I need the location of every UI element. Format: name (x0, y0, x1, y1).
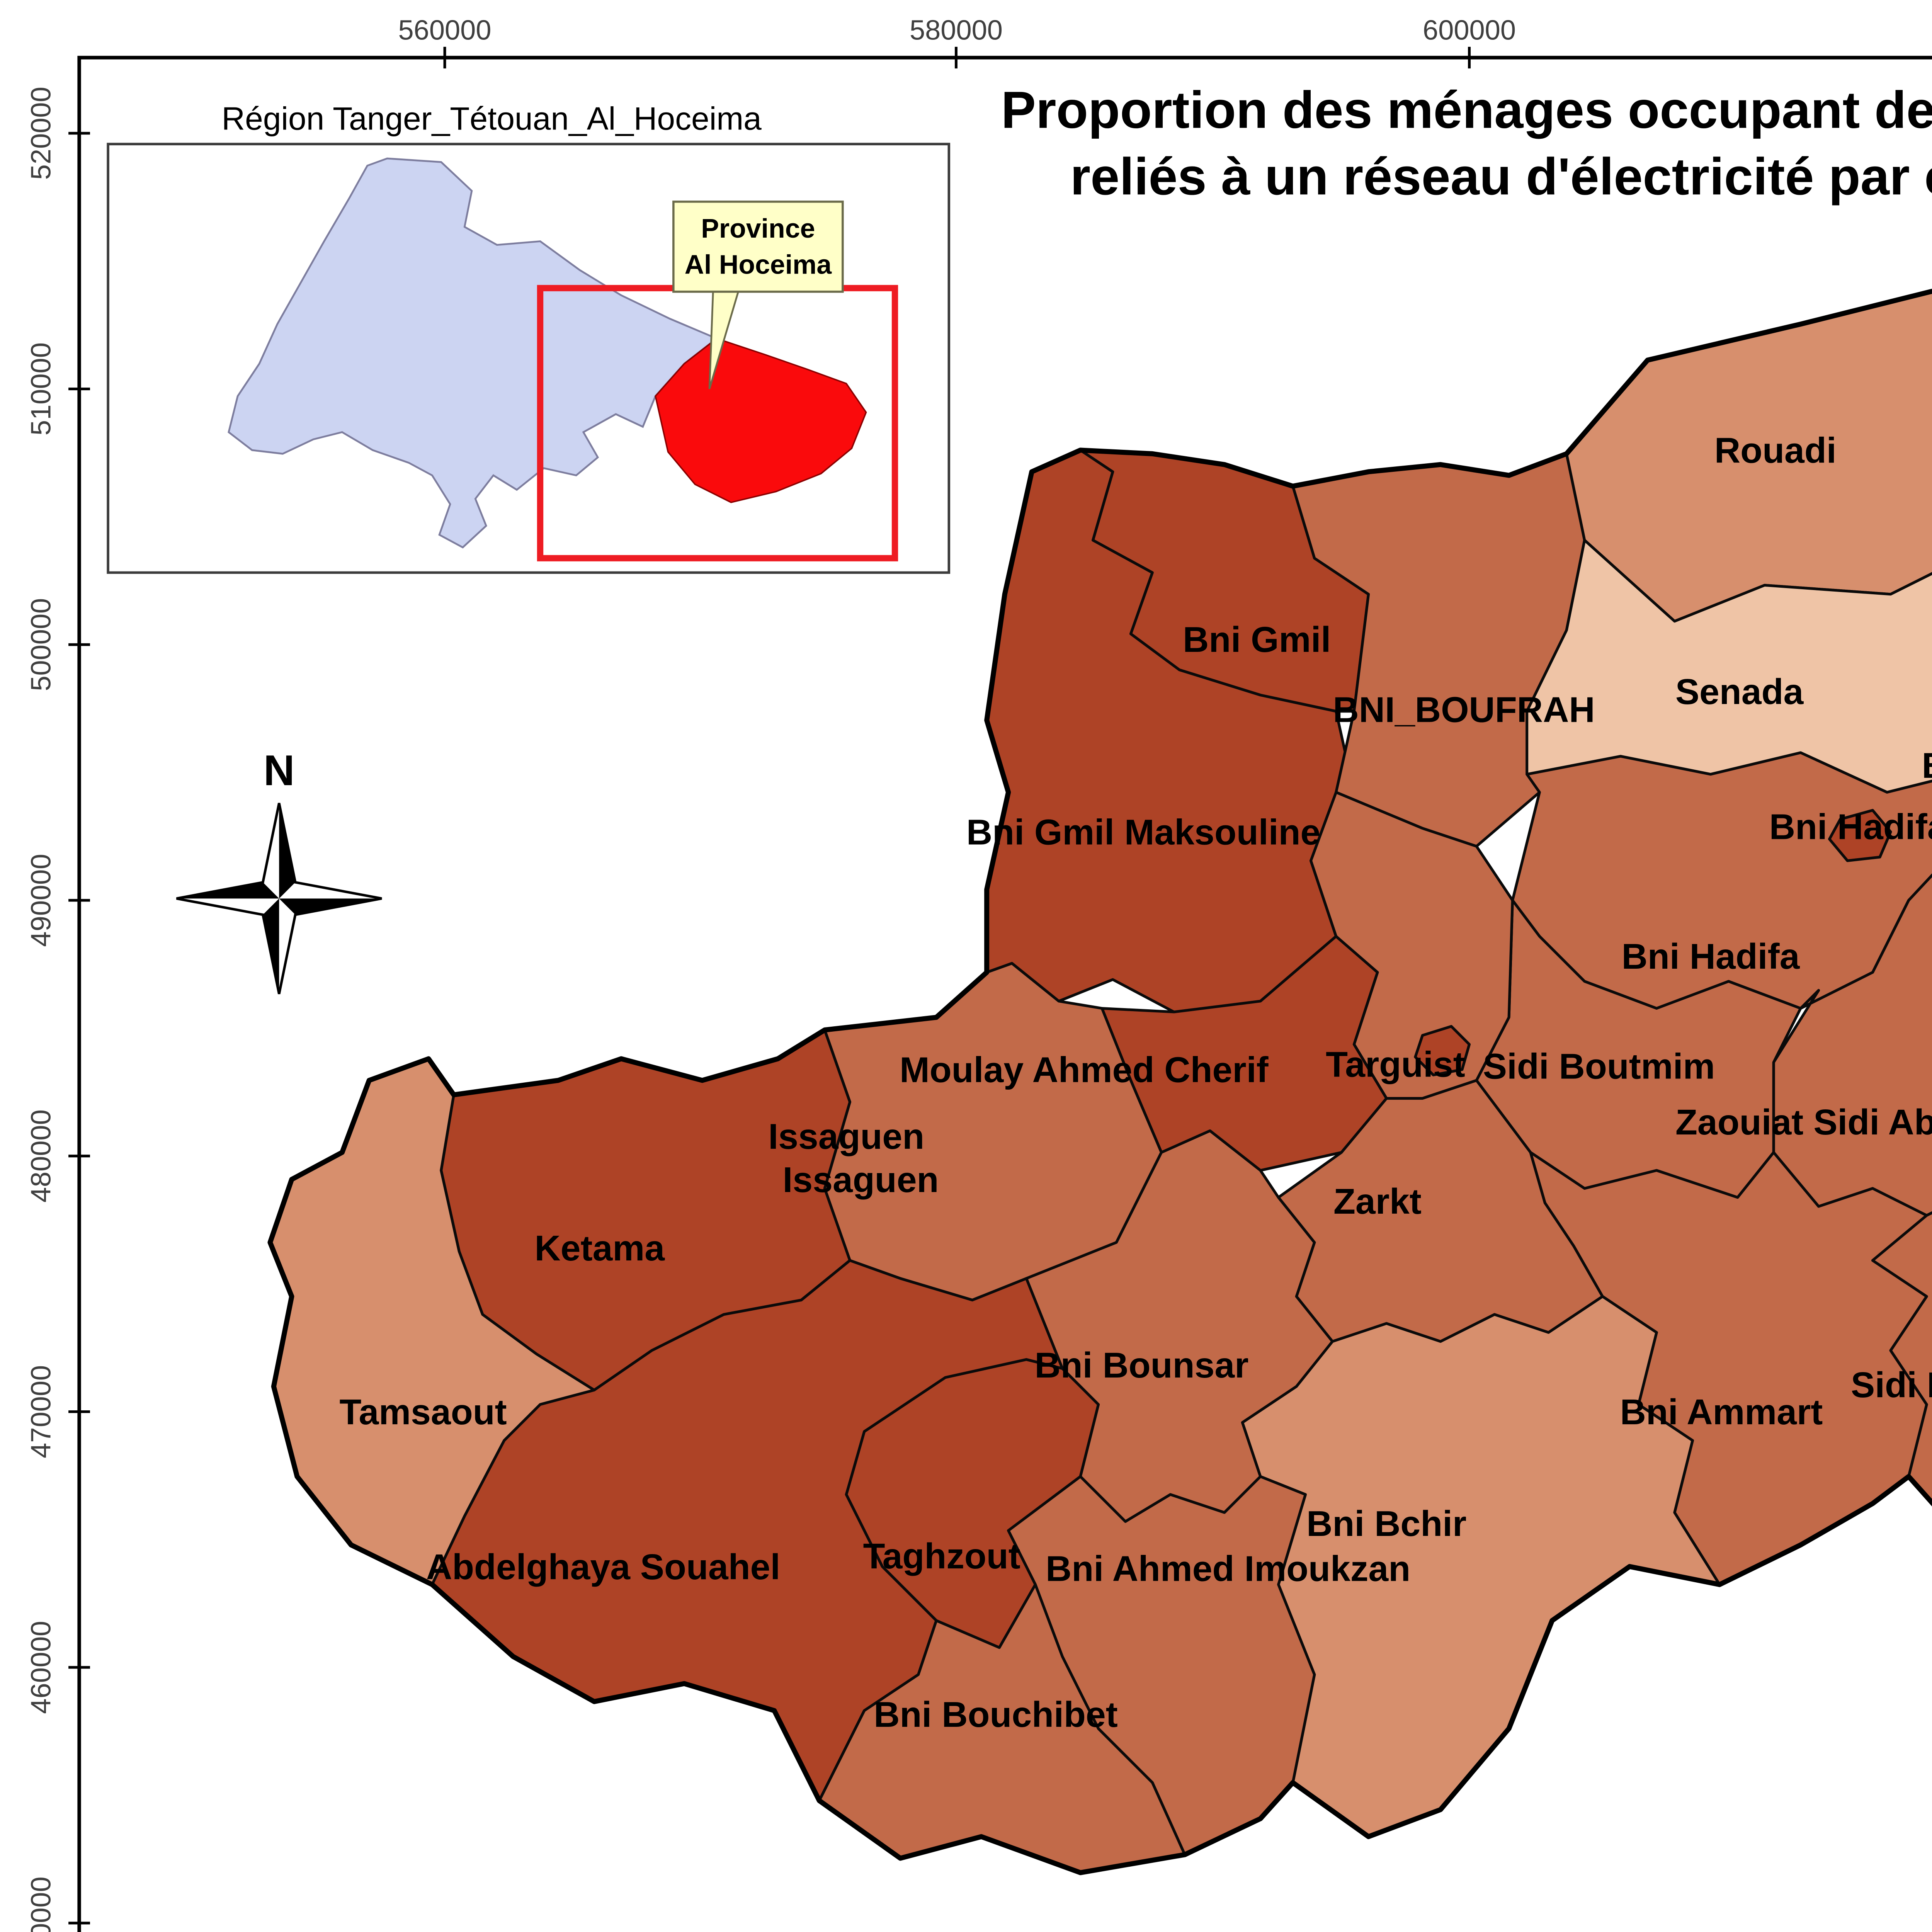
map-label: Targuist (1326, 1044, 1465, 1085)
north-arrow: N (176, 746, 382, 994)
map-label: Issaguen (782, 1160, 939, 1200)
axis-label-y-left: 460000 (26, 1621, 56, 1714)
map-label: BNI_BOUFRAH (1333, 690, 1595, 730)
axis-label-y-left: 450000 (26, 1876, 56, 1932)
inset-province-shape (655, 337, 867, 503)
axis-label-y-left: 520000 (26, 87, 56, 180)
map-label: Tamsaout (339, 1392, 507, 1432)
map-label: Bni Bchir (1306, 1503, 1466, 1544)
map-label: Bni Gmil Maksouline (966, 812, 1321, 852)
axis-label-y-left: 500000 (26, 598, 56, 691)
map-title-line2: reliés à un réseau d'électricité par com… (1070, 149, 1932, 207)
province-outline (267, 289, 1932, 1875)
map-label: Rouadi (1714, 430, 1837, 471)
map-label: Zarkt (1333, 1181, 1422, 1221)
map-title: Proportion des ménages occupant des loge… (774, 79, 1932, 213)
communes-layer (269, 290, 1932, 1874)
map-label: Bni Hadifa (1622, 936, 1800, 976)
axis-ticks-layer: 5600005600005800005800006000006000006200… (26, 15, 1516, 1932)
commune-bouzineb (1871, 1211, 1932, 1505)
map-label: Bni Hadifa (1769, 807, 1932, 847)
map-label: Taghzout (863, 1536, 1020, 1576)
map-label: Sidi Bouzineb (1851, 1365, 1932, 1405)
axis-label-y-left: 510000 (26, 342, 56, 435)
map-label: Ketama (534, 1228, 665, 1268)
map-label: Bni Ahmed Imoukzan (1046, 1548, 1410, 1588)
map-label: Bni Bouchibet (874, 1694, 1118, 1735)
inset-callout-line1: Province (701, 213, 815, 243)
map-label: Bni Abdallah (1922, 745, 1932, 786)
map-label: Senada (1675, 672, 1804, 712)
map-label: Issaguen (768, 1116, 924, 1156)
map-label: Abdelghaya Souahel (426, 1547, 781, 1587)
map-label: Sidi Boutmim (1483, 1046, 1715, 1086)
axis-label-y-left: 490000 (26, 854, 56, 947)
inset-callout-line2: Al Hoceima (685, 249, 832, 279)
north-label: N (264, 746, 295, 794)
commune-hadifa_c (1828, 809, 1892, 862)
map-label: Bni Gmil (1183, 619, 1331, 660)
map-label: Bni Bounsar (1034, 1345, 1248, 1385)
axis-label-x-top: 560000 (398, 15, 492, 46)
inset-title: Région Tanger_Tétouan_Al_Hoceima (222, 100, 762, 137)
province-outline-layer (267, 289, 1932, 1875)
map-label: Bni Ammart (1620, 1392, 1823, 1432)
commune-senada (1526, 539, 1932, 794)
axis-label-y-left: 480000 (26, 1109, 56, 1202)
axis-label-x-top: 600000 (1423, 15, 1516, 46)
inset-map: Région Tanger_Tétouan_Al_Hoceima Provinc… (107, 100, 951, 574)
map-title-line1: Proportion des ménages occupant des loge… (1001, 83, 1932, 141)
axis-label-y-left: 470000 (26, 1365, 56, 1458)
map-label: Moulay Ahmed Cherif (900, 1050, 1269, 1090)
commune-labels-layer: Al HoceimaIzemmourenAjdirAit Youssef Oua… (339, 430, 1932, 1735)
map-label: Zaouiat Sidi Abdelkader (1675, 1102, 1932, 1142)
north-star-fill (176, 803, 382, 994)
inset-callout-box (672, 201, 844, 293)
commune-targuist_c (1414, 1025, 1471, 1077)
axis-label-x-top: 580000 (910, 15, 1003, 46)
